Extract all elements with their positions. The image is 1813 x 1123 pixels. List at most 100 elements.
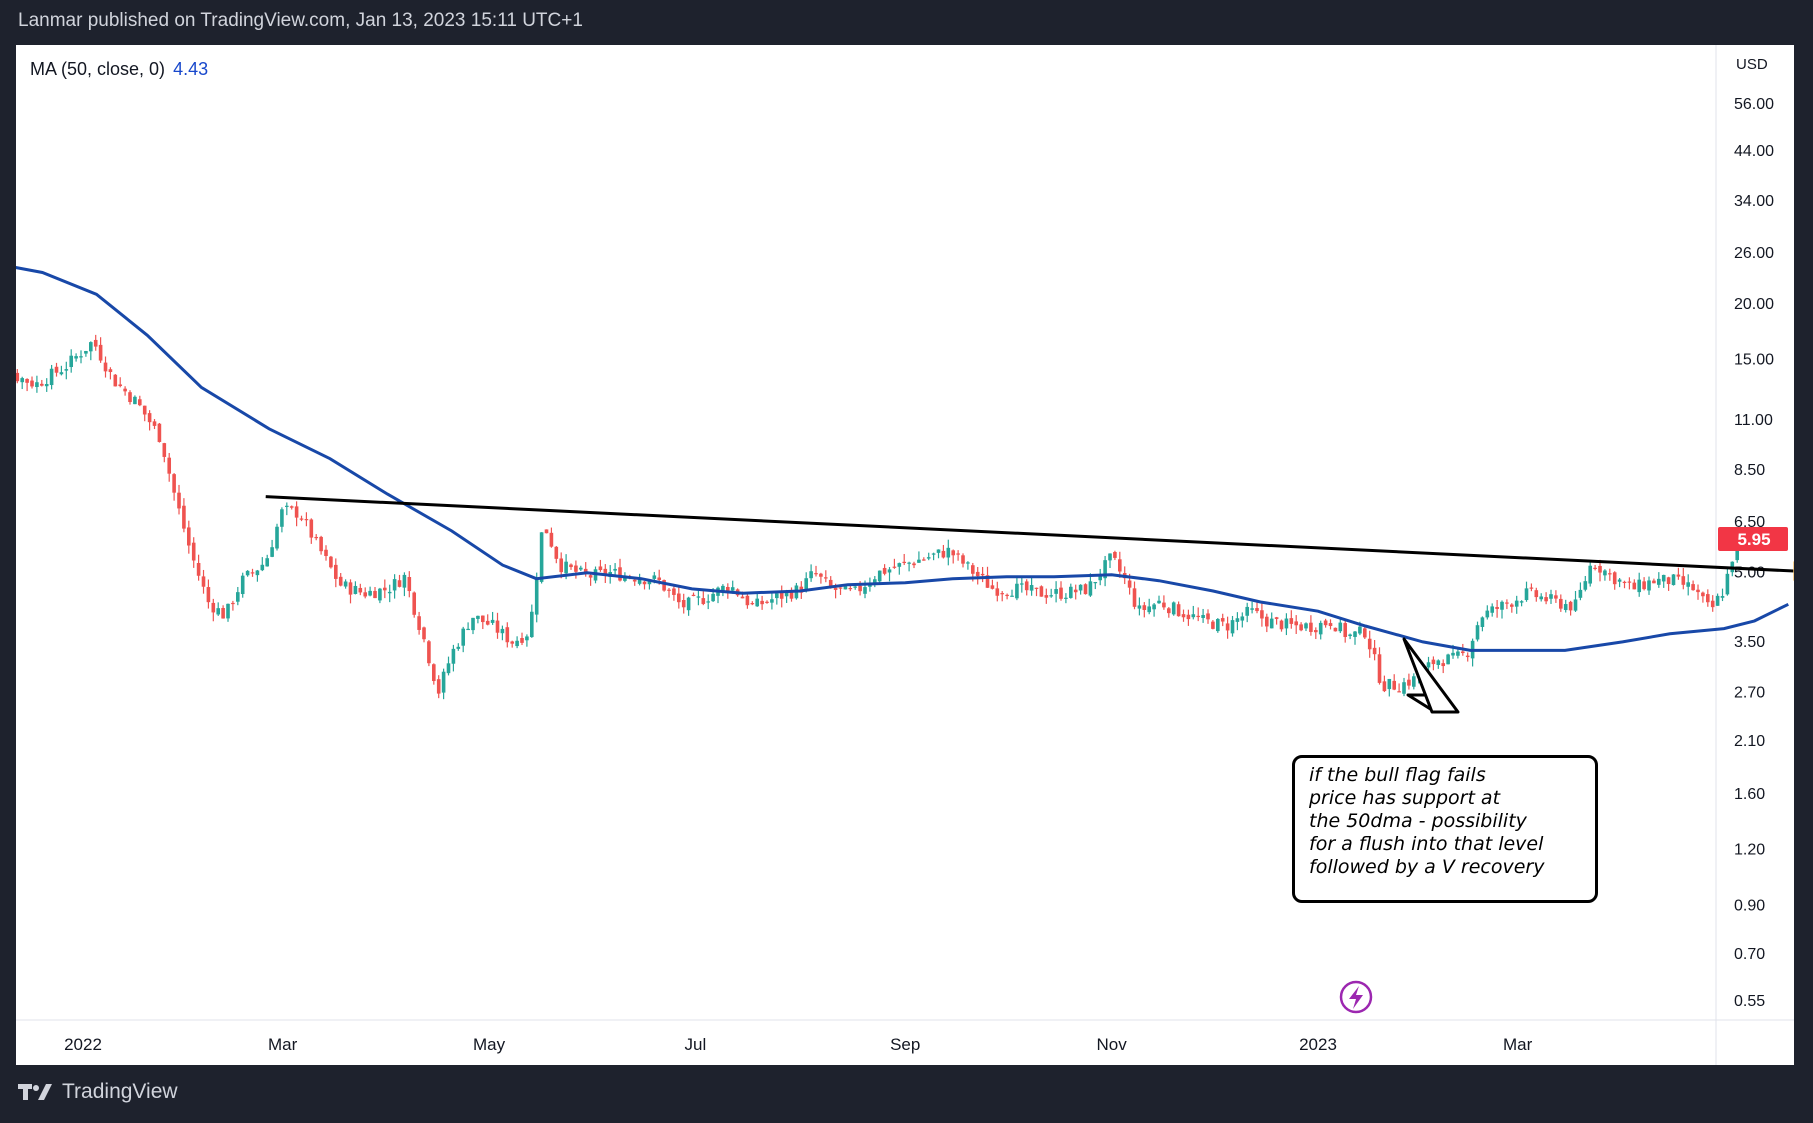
candle <box>1382 675 1387 693</box>
candle <box>1510 603 1514 613</box>
candle-body <box>1162 602 1166 608</box>
candle-body <box>779 591 784 599</box>
candle-body <box>613 568 617 571</box>
candle <box>319 535 323 555</box>
candle-body <box>1348 634 1352 637</box>
candle <box>285 502 289 516</box>
candle <box>1015 578 1019 601</box>
candle-body <box>265 558 270 567</box>
y-tick-label: 1.60 <box>1734 786 1765 803</box>
candle-body <box>618 567 622 581</box>
callout-line: if the bull flag fails <box>1309 764 1486 786</box>
candle <box>510 640 515 648</box>
candle-body <box>1343 623 1348 637</box>
candle <box>108 367 113 380</box>
candle <box>314 534 319 541</box>
candle-body <box>1608 573 1612 575</box>
candle-body <box>892 566 897 568</box>
candle <box>902 553 907 566</box>
candle <box>1725 567 1730 596</box>
candle <box>1265 613 1269 633</box>
callout-pointer-outline <box>1402 637 1460 714</box>
price-chart[interactable]: USD 56.00 44.00 34.00 26.00 20.00 15.00 11.00 8.… <box>16 45 1794 1065</box>
candle-body <box>897 563 902 567</box>
candle <box>1216 618 1220 633</box>
candle-body <box>93 339 98 347</box>
candle-body <box>1157 600 1161 604</box>
candle <box>113 374 118 387</box>
candle-body <box>814 573 818 575</box>
candle <box>1372 640 1377 661</box>
candle-body <box>990 585 995 589</box>
candle <box>853 585 858 590</box>
candle <box>1343 620 1348 643</box>
candle <box>481 615 485 630</box>
candle-body <box>133 396 137 405</box>
candle-body <box>1514 600 1519 607</box>
last-price-badge <box>1718 526 1788 551</box>
candle-body <box>1304 623 1308 629</box>
y-tick-label: 26.00 <box>1734 245 1774 262</box>
candle-body <box>1225 623 1230 631</box>
candle <box>1020 577 1024 593</box>
lightning-icon-ring <box>1339 980 1373 1014</box>
candle-body <box>1250 608 1254 610</box>
candle <box>892 558 897 569</box>
candle <box>1529 583 1534 592</box>
candle-body <box>1044 595 1049 598</box>
candle-body <box>79 356 83 358</box>
candle-body <box>1397 691 1401 693</box>
candle <box>402 572 407 597</box>
candle-body <box>177 492 181 509</box>
candle-body <box>853 586 858 588</box>
callout-line: for a flush into that level <box>1309 833 1544 855</box>
candle <box>451 644 456 672</box>
candle-body <box>804 578 809 592</box>
candle <box>309 518 314 544</box>
candle <box>500 625 505 641</box>
tradingview-logo[interactable]: TradingView <box>18 1080 178 1104</box>
candle-body <box>451 648 456 664</box>
candle-body <box>951 550 956 556</box>
candle <box>1069 583 1073 599</box>
candle-body <box>392 579 397 591</box>
candle-body <box>1510 604 1514 607</box>
candle <box>1059 581 1063 601</box>
candle <box>1686 574 1691 596</box>
candle-body <box>946 547 951 558</box>
candle <box>1554 590 1558 603</box>
candle-body <box>686 597 691 611</box>
y-tick-label: 15.00 <box>1734 352 1774 369</box>
candle-body <box>1353 631 1357 637</box>
candle-body <box>706 601 711 603</box>
candle-body <box>652 575 657 579</box>
candle-body <box>167 457 172 474</box>
candle <box>240 572 245 598</box>
candle-body <box>275 526 279 549</box>
candle <box>1147 598 1152 615</box>
chart-frame[interactable]: USD 56.00 44.00 34.00 26.00 20.00 15.00 11.00 8.… <box>16 45 1794 1065</box>
candle-body <box>1142 605 1147 610</box>
candle <box>549 527 554 548</box>
candle-body <box>329 556 333 568</box>
candle-body <box>476 615 480 619</box>
candle-body <box>35 382 39 388</box>
candle-body <box>603 568 608 576</box>
ma-legend[interactable]: MA (50, close, 0) 4.43 <box>30 59 208 80</box>
candle-body <box>730 587 735 591</box>
candle-body <box>1260 610 1264 619</box>
candle-body <box>917 559 921 563</box>
candle-body <box>1265 616 1269 627</box>
candle-body <box>1093 582 1098 584</box>
candle <box>1304 622 1308 632</box>
candle <box>216 602 221 616</box>
candle <box>1323 618 1328 628</box>
lightning-icon-bolt <box>1349 986 1363 1009</box>
candle <box>515 636 519 649</box>
candle-body <box>1279 620 1284 630</box>
candle <box>1250 601 1254 614</box>
candle-body <box>1622 581 1627 584</box>
annotation-callout[interactable]: if the bull flag fails price has support… <box>1292 755 1598 903</box>
x-tick-label: Sep <box>890 1035 920 1054</box>
candle-body <box>681 600 686 608</box>
